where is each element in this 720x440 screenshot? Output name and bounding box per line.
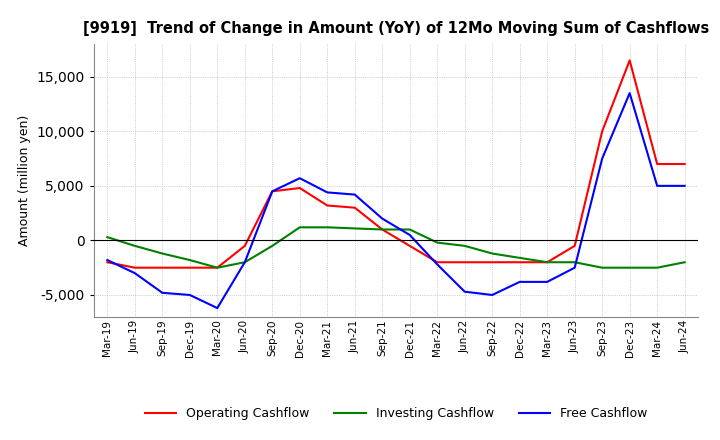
Line: Free Cashflow: Free Cashflow	[107, 93, 685, 308]
Operating Cashflow	[323, 203, 332, 208]
Operating Cashflow	[598, 128, 606, 134]
Free Cashflow	[351, 192, 359, 197]
Operating Cashflow	[103, 260, 112, 265]
Free Cashflow	[240, 260, 249, 265]
Operating Cashflow	[186, 265, 194, 270]
Free Cashflow	[295, 176, 304, 181]
Investing Cashflow	[323, 225, 332, 230]
Y-axis label: Amount (million yen): Amount (million yen)	[18, 115, 31, 246]
Investing Cashflow	[570, 260, 579, 265]
Investing Cashflow	[351, 226, 359, 231]
Operating Cashflow	[680, 161, 689, 167]
Investing Cashflow	[488, 251, 497, 256]
Free Cashflow	[653, 183, 662, 188]
Investing Cashflow	[405, 227, 414, 232]
Operating Cashflow	[351, 205, 359, 210]
Operating Cashflow	[570, 243, 579, 249]
Investing Cashflow	[433, 240, 441, 245]
Operating Cashflow	[158, 265, 166, 270]
Operating Cashflow	[543, 260, 552, 265]
Free Cashflow	[323, 190, 332, 195]
Free Cashflow	[213, 305, 222, 311]
Investing Cashflow	[460, 243, 469, 249]
Free Cashflow	[186, 292, 194, 297]
Legend: Operating Cashflow, Investing Cashflow, Free Cashflow: Operating Cashflow, Investing Cashflow, …	[140, 402, 652, 425]
Investing Cashflow	[268, 243, 276, 249]
Free Cashflow	[516, 279, 524, 285]
Investing Cashflow	[378, 227, 387, 232]
Operating Cashflow	[268, 189, 276, 194]
Line: Operating Cashflow: Operating Cashflow	[107, 60, 685, 268]
Free Cashflow	[543, 279, 552, 285]
Investing Cashflow	[130, 243, 139, 249]
Operating Cashflow	[433, 260, 441, 265]
Operating Cashflow	[626, 58, 634, 63]
Free Cashflow	[598, 156, 606, 161]
Investing Cashflow	[186, 257, 194, 263]
Operating Cashflow	[378, 227, 387, 232]
Operating Cashflow	[130, 265, 139, 270]
Title: [9919]  Trend of Change in Amount (YoY) of 12Mo Moving Sum of Cashflows: [9919] Trend of Change in Amount (YoY) o…	[83, 21, 709, 36]
Operating Cashflow	[460, 260, 469, 265]
Investing Cashflow	[516, 255, 524, 260]
Investing Cashflow	[626, 265, 634, 270]
Free Cashflow	[570, 265, 579, 270]
Free Cashflow	[158, 290, 166, 295]
Free Cashflow	[626, 91, 634, 96]
Free Cashflow	[130, 271, 139, 276]
Free Cashflow	[488, 292, 497, 297]
Free Cashflow	[378, 216, 387, 221]
Investing Cashflow	[543, 260, 552, 265]
Line: Investing Cashflow: Investing Cashflow	[107, 227, 685, 268]
Investing Cashflow	[680, 260, 689, 265]
Operating Cashflow	[488, 260, 497, 265]
Operating Cashflow	[516, 260, 524, 265]
Free Cashflow	[460, 289, 469, 294]
Operating Cashflow	[405, 243, 414, 249]
Free Cashflow	[680, 183, 689, 188]
Operating Cashflow	[295, 185, 304, 191]
Operating Cashflow	[653, 161, 662, 167]
Investing Cashflow	[158, 251, 166, 256]
Operating Cashflow	[213, 265, 222, 270]
Investing Cashflow	[653, 265, 662, 270]
Free Cashflow	[433, 262, 441, 267]
Investing Cashflow	[240, 260, 249, 265]
Investing Cashflow	[295, 225, 304, 230]
Free Cashflow	[268, 189, 276, 194]
Investing Cashflow	[213, 265, 222, 270]
Investing Cashflow	[103, 235, 112, 240]
Free Cashflow	[405, 232, 414, 238]
Investing Cashflow	[598, 265, 606, 270]
Operating Cashflow	[240, 243, 249, 249]
Free Cashflow	[103, 257, 112, 263]
